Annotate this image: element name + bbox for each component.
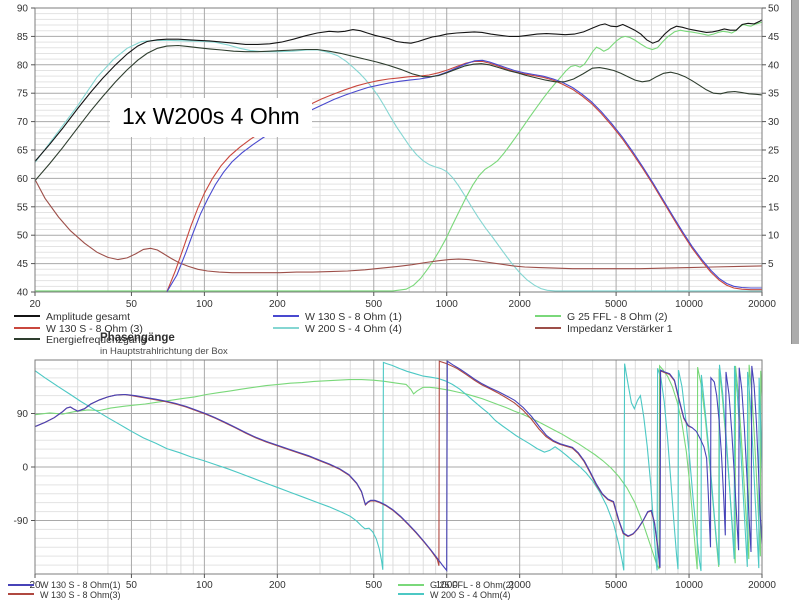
svg-text:5000: 5000: [605, 580, 628, 591]
legend-item: G 25 FFL - 8 Ohm (2): [535, 311, 673, 324]
legend-swatch: [535, 315, 561, 318]
svg-text:70: 70: [17, 117, 29, 128]
legend-swatch: [14, 326, 40, 329]
svg-text:20000: 20000: [748, 299, 776, 310]
legend-item: W 130 S - 8 Ohm(3): [8, 589, 121, 600]
legend-item: W 130 S - 8 Ohm(1): [8, 580, 121, 591]
svg-text:200: 200: [269, 580, 286, 591]
svg-text:80: 80: [17, 60, 29, 71]
svg-text:-90: -90: [14, 516, 29, 527]
svg-text:50: 50: [126, 580, 138, 591]
scrollbar[interactable]: [791, 0, 799, 344]
legend-item: W 130 S - 8 Ohm (1): [273, 311, 402, 324]
legend-swatch: [273, 326, 299, 329]
svg-text:75: 75: [17, 89, 29, 100]
svg-text:40: 40: [17, 288, 29, 299]
svg-text:10000: 10000: [675, 299, 703, 310]
legend-item: W 200 S - 4 Ohm (4): [273, 322, 402, 336]
svg-text:30: 30: [768, 117, 780, 128]
svg-text:45: 45: [768, 32, 780, 43]
legend-label: Amplitude gesamt: [46, 311, 131, 323]
legend-item: Amplitude gesamt: [14, 311, 146, 324]
legend-label: W 130 S - 8 Ohm(1): [40, 580, 121, 590]
svg-text:50: 50: [17, 231, 29, 242]
legend-label: Impedanz Verstärker 1: [567, 322, 673, 335]
svg-text:1000: 1000: [436, 299, 459, 310]
svg-text:1000: 1000: [436, 580, 459, 591]
svg-text:90: 90: [17, 4, 29, 15]
svg-text:2000: 2000: [509, 580, 532, 591]
svg-text:0: 0: [22, 463, 28, 474]
legend-swatch: [8, 593, 34, 596]
phase-chart-title: Phasengänge: [100, 332, 175, 344]
legend-item: Energiefrequenzgang: [14, 334, 147, 347]
svg-text:40: 40: [768, 60, 780, 71]
legend-item: W 200 S - 4 Ohm(4): [398, 589, 514, 600]
legend-label: W 200 S - 4 Ohm (4): [305, 322, 402, 335]
phase-chart-subtitle: in Hauptstrahlrichtung der Box: [100, 346, 228, 357]
svg-text:10: 10: [768, 231, 780, 242]
svg-text:20: 20: [29, 299, 41, 310]
legend-label: W 130 S - 8 Ohm (3): [46, 322, 143, 335]
legend-swatch: [398, 583, 424, 586]
legend-label: Energiefrequenzgang: [46, 334, 147, 347]
svg-text:20000: 20000: [748, 580, 776, 591]
legend-label: W 130 S - 8 Ohm (1): [305, 311, 402, 323]
legend-label: G 25 FFL - 8 Ohm (2): [567, 311, 668, 323]
svg-text:500: 500: [365, 580, 382, 591]
legend-swatch: [8, 583, 34, 586]
svg-text:100: 100: [196, 299, 213, 310]
svg-text:20: 20: [768, 174, 780, 185]
legend-swatch: [398, 593, 424, 596]
legend-swatch: [14, 315, 40, 318]
svg-text:500: 500: [365, 299, 382, 310]
svg-text:25: 25: [768, 146, 780, 157]
svg-text:60: 60: [17, 174, 29, 185]
legend-item: G 25 FFL - 8 Ohm(2): [398, 580, 514, 591]
legend-swatch: [14, 338, 40, 341]
svg-text:100: 100: [196, 580, 213, 591]
svg-text:55: 55: [17, 202, 29, 213]
svg-text:50: 50: [768, 4, 780, 15]
svg-text:10000: 10000: [675, 580, 703, 591]
legend-item: W 130 S - 8 Ohm (3): [14, 322, 146, 336]
svg-text:20: 20: [29, 580, 41, 591]
svg-text:85: 85: [17, 32, 29, 43]
svg-text:45: 45: [17, 259, 29, 270]
svg-text:90: 90: [17, 409, 29, 420]
legend-label: G 25 FFL - 8 Ohm(2): [430, 580, 514, 590]
phase-chart[interactable]: 90 0 -90 20 50 100 200 500 1000 2000 5000 10000 2000…: [14, 359, 777, 591]
legend-label: W 130 S - 8 Ohm(3): [40, 589, 121, 600]
legend-item: Impedanz Verstärker 1: [535, 322, 673, 336]
svg-text:200: 200: [269, 299, 286, 310]
legend-label: W 200 S - 4 Ohm(4): [430, 589, 511, 600]
legend-swatch: [535, 326, 561, 329]
svg-text:5: 5: [768, 259, 774, 270]
svg-text:65: 65: [17, 146, 29, 157]
annotation-box: 1x W200s 4 Ohm: [110, 98, 312, 137]
amplitude-frequency-chart[interactable]: 90 85 80 75 70 65 60 55 50 45 40 50 45 40 35 30 25 20 15 10…: [17, 4, 780, 311]
svg-text:15: 15: [768, 202, 780, 213]
svg-text:35: 35: [768, 89, 780, 100]
svg-text:2000: 2000: [509, 299, 532, 310]
svg-text:5000: 5000: [605, 299, 628, 310]
svg-text:50: 50: [126, 299, 138, 310]
legend-swatch: [273, 315, 299, 318]
